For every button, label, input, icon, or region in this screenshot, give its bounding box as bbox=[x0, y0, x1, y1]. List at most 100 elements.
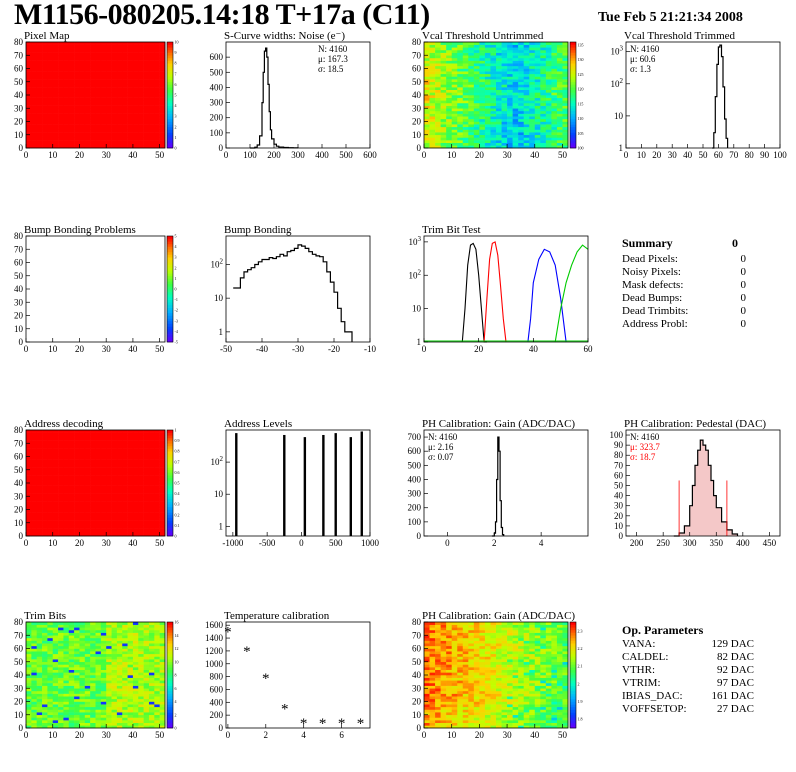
heatmap-cell bbox=[106, 73, 112, 77]
heatmap-cell bbox=[435, 116, 441, 120]
heatmap-cell bbox=[551, 116, 558, 120]
y-tick-label: 1600 bbox=[205, 620, 224, 630]
heatmap-cell bbox=[58, 480, 64, 484]
heatmap-cell bbox=[154, 87, 160, 90]
heatmap-cell bbox=[138, 651, 144, 655]
heatmap-cell bbox=[58, 483, 64, 486]
heatmap-cell bbox=[540, 108, 547, 112]
heatmap-cell bbox=[132, 97, 139, 101]
heatmap-cell bbox=[58, 504, 64, 508]
heatmap-cell bbox=[154, 677, 160, 681]
heatmap-cell bbox=[540, 118, 547, 122]
heatmap-cell bbox=[122, 667, 128, 670]
heatmap-cell bbox=[90, 483, 96, 486]
heatmap-cell bbox=[63, 514, 70, 518]
summary-row-value: 0 bbox=[740, 266, 747, 278]
heatmap-cell bbox=[100, 483, 107, 486]
heatmap-cell bbox=[148, 517, 155, 521]
heatmap-cell bbox=[479, 102, 486, 106]
heatmap-cell bbox=[501, 63, 508, 67]
heatmap-cell bbox=[52, 65, 59, 69]
heatmap-cell bbox=[154, 525, 160, 529]
heatmap-cell bbox=[132, 629, 139, 633]
heatmap-cell bbox=[84, 142, 91, 146]
heatmap-cell bbox=[68, 688, 75, 692]
heatmap-cell bbox=[122, 477, 128, 481]
heatmap-cell bbox=[446, 145, 452, 149]
heatmap-cell bbox=[42, 52, 48, 56]
heatmap-cell bbox=[84, 445, 91, 449]
colorbar-segment bbox=[167, 717, 173, 721]
colorbar-segment bbox=[167, 251, 173, 255]
heatmap-cell bbox=[462, 113, 469, 117]
heatmap-cell bbox=[148, 690, 155, 694]
heatmap-cell bbox=[116, 89, 123, 93]
heatmap-cell bbox=[106, 68, 112, 72]
heatmap-cell bbox=[79, 437, 86, 441]
heatmap-cell bbox=[473, 79, 480, 83]
heatmap-cell bbox=[496, 137, 502, 141]
heatmap-cell bbox=[523, 84, 530, 88]
heatmap-cell bbox=[116, 68, 123, 72]
heatmap-cell bbox=[132, 432, 139, 436]
heatmap-cell bbox=[84, 696, 91, 700]
heatmap-cell bbox=[501, 52, 508, 56]
heatmap-cell bbox=[534, 129, 541, 133]
heatmap-cell bbox=[507, 44, 513, 48]
colorbar-segment bbox=[167, 278, 173, 282]
heatmap-cell bbox=[90, 42, 96, 45]
heatmap-cell bbox=[429, 712, 436, 716]
heatmap-cell bbox=[132, 509, 139, 513]
heatmap-cell bbox=[512, 132, 519, 136]
heatmap-cell bbox=[468, 108, 475, 112]
heatmap-cell bbox=[479, 55, 486, 59]
heatmap-cell bbox=[84, 68, 91, 72]
heatmap-cell bbox=[26, 517, 32, 521]
heatmap-cell bbox=[58, 110, 64, 114]
heatmap-cell bbox=[106, 95, 112, 98]
heatmap-cell bbox=[545, 92, 552, 96]
heatmap-cell bbox=[127, 475, 134, 478]
colorbar-segment bbox=[167, 108, 173, 112]
heatmap-cell bbox=[154, 643, 160, 647]
colorbar-segment bbox=[167, 47, 173, 51]
heatmap-cell bbox=[451, 137, 458, 141]
heatmap-cell bbox=[52, 677, 59, 681]
heatmap-cell bbox=[31, 624, 37, 628]
heatmap-cell bbox=[457, 71, 464, 75]
heatmap-cell bbox=[68, 675, 75, 678]
heatmap-cell bbox=[132, 440, 139, 444]
heatmap-cell bbox=[100, 116, 107, 120]
heatmap-cell bbox=[518, 52, 524, 56]
heatmap-cell bbox=[63, 142, 70, 146]
heatmap-cell bbox=[74, 467, 80, 471]
colorbar-segment bbox=[167, 661, 173, 665]
heatmap-cell bbox=[132, 448, 139, 452]
heatmap-cell bbox=[512, 63, 519, 67]
heatmap-cell bbox=[90, 520, 96, 524]
heatmap-cell bbox=[122, 459, 128, 463]
heatmap-cell bbox=[52, 71, 59, 75]
heatmap-cell bbox=[148, 134, 155, 138]
heatmap-cell bbox=[84, 661, 91, 665]
colorbar-segment bbox=[570, 124, 576, 128]
x-tick-label: 0 bbox=[422, 344, 427, 354]
heatmap-cell bbox=[63, 95, 70, 98]
heatmap-cell bbox=[523, 132, 530, 136]
heatmap-cell bbox=[138, 73, 144, 77]
heatmap-cell bbox=[42, 682, 48, 686]
heatmap-cell bbox=[26, 459, 32, 463]
heatmap-cell bbox=[111, 669, 118, 673]
heatmap-cell bbox=[138, 490, 144, 494]
heatmap-cell bbox=[116, 672, 123, 676]
heatmap-cell bbox=[74, 445, 80, 449]
heatmap-cell bbox=[90, 116, 96, 120]
heatmap-cell bbox=[42, 677, 48, 681]
heatmap-cell bbox=[116, 440, 123, 444]
colorbar-segment bbox=[167, 443, 173, 447]
heatmap-cell bbox=[154, 73, 160, 77]
heatmap-cell bbox=[74, 440, 80, 444]
heatmap-cell bbox=[468, 113, 475, 117]
heatmap-cell bbox=[484, 121, 491, 125]
heatmap-cell bbox=[132, 121, 139, 125]
